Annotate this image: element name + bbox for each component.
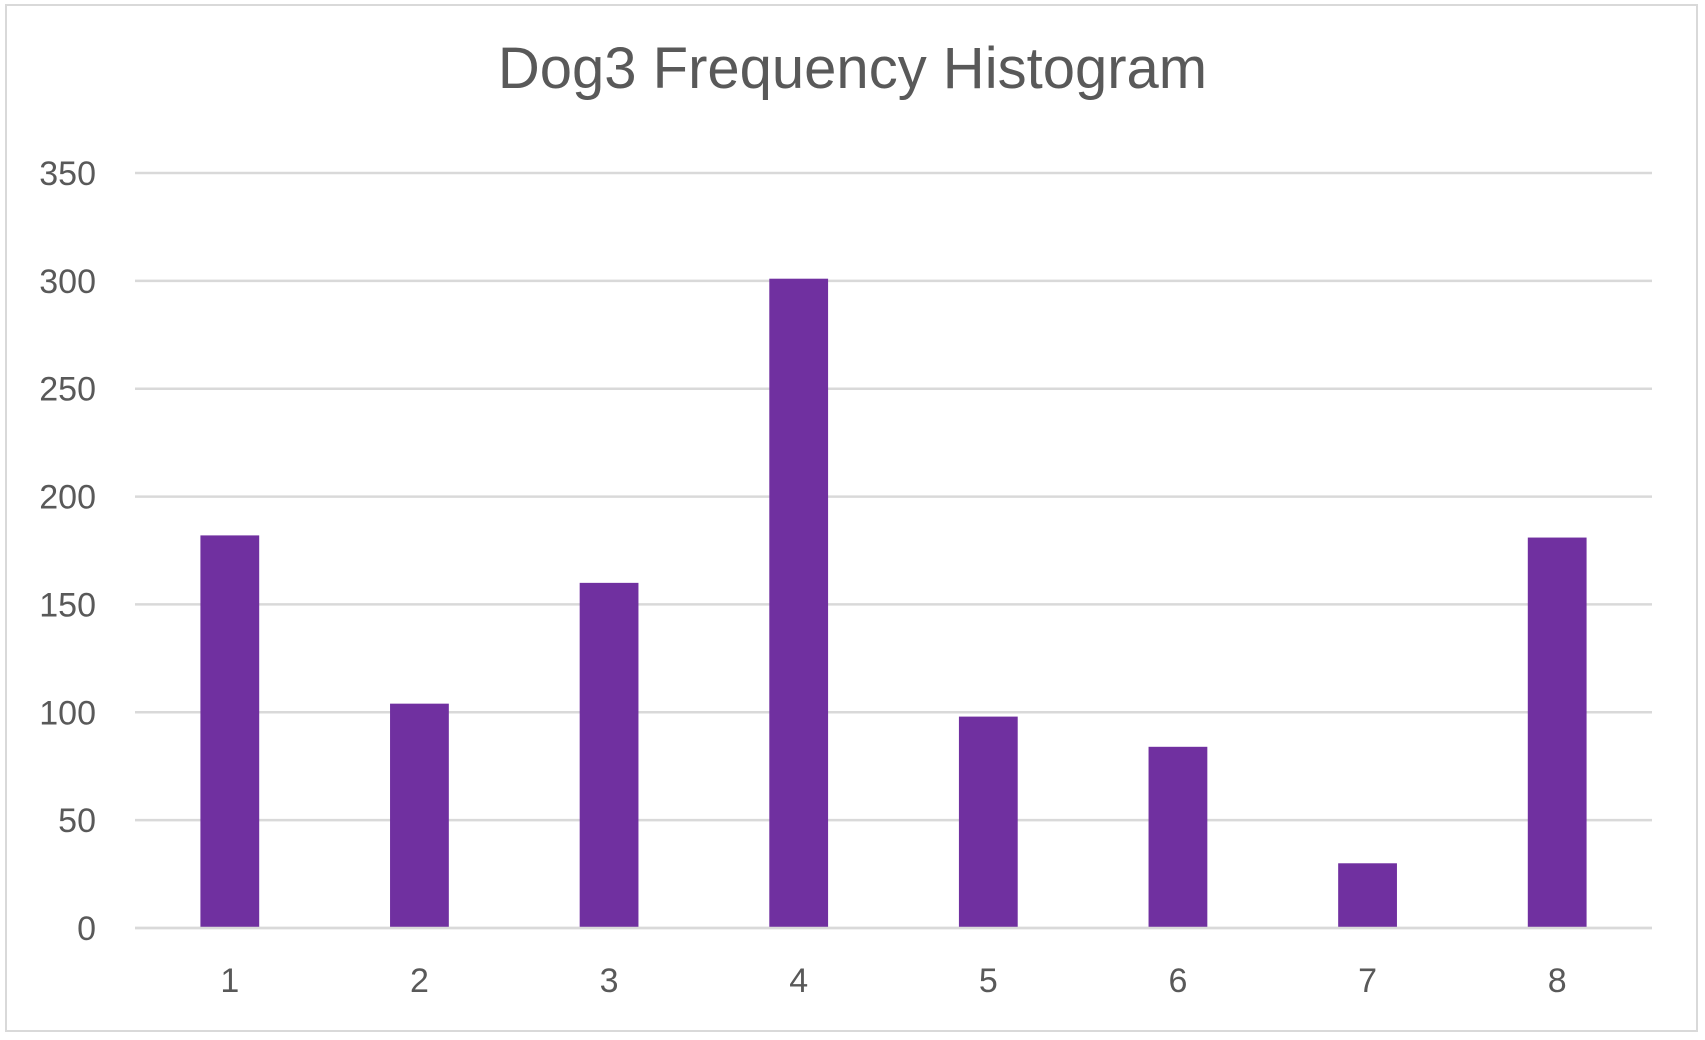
- x-tick-label: 8: [1548, 962, 1567, 1000]
- x-tick-label: 3: [600, 962, 619, 1000]
- y-tick-label: 300: [39, 263, 96, 301]
- y-tick-label: 350: [39, 155, 96, 193]
- chart-frame: [5, 4, 1698, 1032]
- bar-7: [1338, 863, 1397, 928]
- y-tick-label: 0: [77, 910, 96, 948]
- bar-1: [200, 535, 260, 928]
- chart-title: Dog3 Frequency Histogram: [497, 36, 1208, 101]
- bar-5: [958, 716, 1018, 928]
- y-axis-ticks: 0 50 100 150 200 250 300 350: [39, 155, 96, 948]
- x-tick-label: 5: [979, 962, 998, 1000]
- bars: [200, 278, 1587, 928]
- bar-4: [769, 278, 829, 928]
- bar-8: [1527, 537, 1587, 928]
- x-tick-label: 1: [220, 962, 239, 1000]
- bar-3: [579, 582, 639, 928]
- y-tick-label: 150: [39, 586, 96, 624]
- y-tick-label: 50: [58, 802, 96, 840]
- x-tick-label: 7: [1358, 962, 1377, 1000]
- y-tick-label: 200: [39, 479, 96, 517]
- x-tick-label: 2: [410, 962, 429, 1000]
- gridlines: [135, 171, 1652, 930]
- y-tick-label: 250: [39, 371, 96, 409]
- y-tick-label: 100: [39, 694, 96, 732]
- bar-6: [1148, 746, 1208, 928]
- x-axis-ticks: 1 2 3 4 5 6 7 8: [220, 962, 1566, 1000]
- x-tick-label: 6: [1168, 962, 1187, 1000]
- bar-2: [390, 703, 449, 928]
- x-tick-label: 4: [789, 962, 808, 1000]
